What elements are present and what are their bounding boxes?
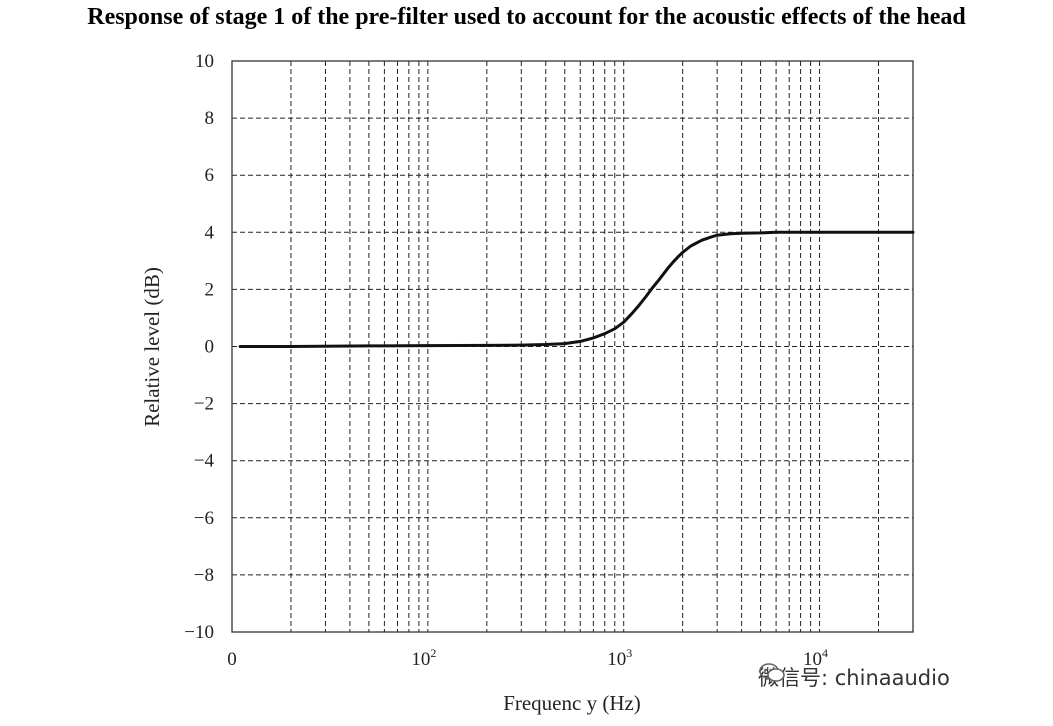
x-axis-tick-labels: 0 102 103 104 (227, 646, 828, 670)
y-tick-label: −4 (194, 451, 215, 472)
x-tick-label: 102 (411, 646, 436, 670)
y-axis-tick-labels: 10 8 6 4 2 0 −2 −4 −6 −8 −10 (184, 51, 214, 643)
y-tick-label: −8 (194, 565, 214, 586)
plot-frame (231, 60, 914, 633)
y-tick-label: 2 (205, 279, 215, 300)
y-tick-label: 4 (205, 222, 215, 243)
y-tick-label: 6 (205, 165, 215, 186)
grid-lines (232, 61, 913, 632)
y-tick-label: −6 (194, 508, 214, 529)
y-tick-label: 8 (205, 108, 215, 129)
x-tick-label: 0 (227, 649, 237, 670)
y-tick-label: −2 (194, 394, 214, 415)
x-tick-label: 103 (607, 646, 632, 670)
chart-title: Response of stage 1 of the pre-filter us… (87, 4, 966, 30)
watermark: 微信号: chinaaudio (758, 662, 950, 692)
wechat-icon (759, 663, 785, 682)
y-tick-label: −10 (184, 622, 214, 643)
x-axis-label: Frequenc y (Hz) (503, 691, 641, 715)
y-tick-label: 10 (195, 51, 214, 72)
y-tick-label: 0 (205, 337, 215, 358)
watermark-text: 微信号: chinaaudio (758, 666, 950, 690)
y-axis-label: Relative level (dB) (140, 267, 164, 427)
response-curve-line (238, 230, 915, 348)
